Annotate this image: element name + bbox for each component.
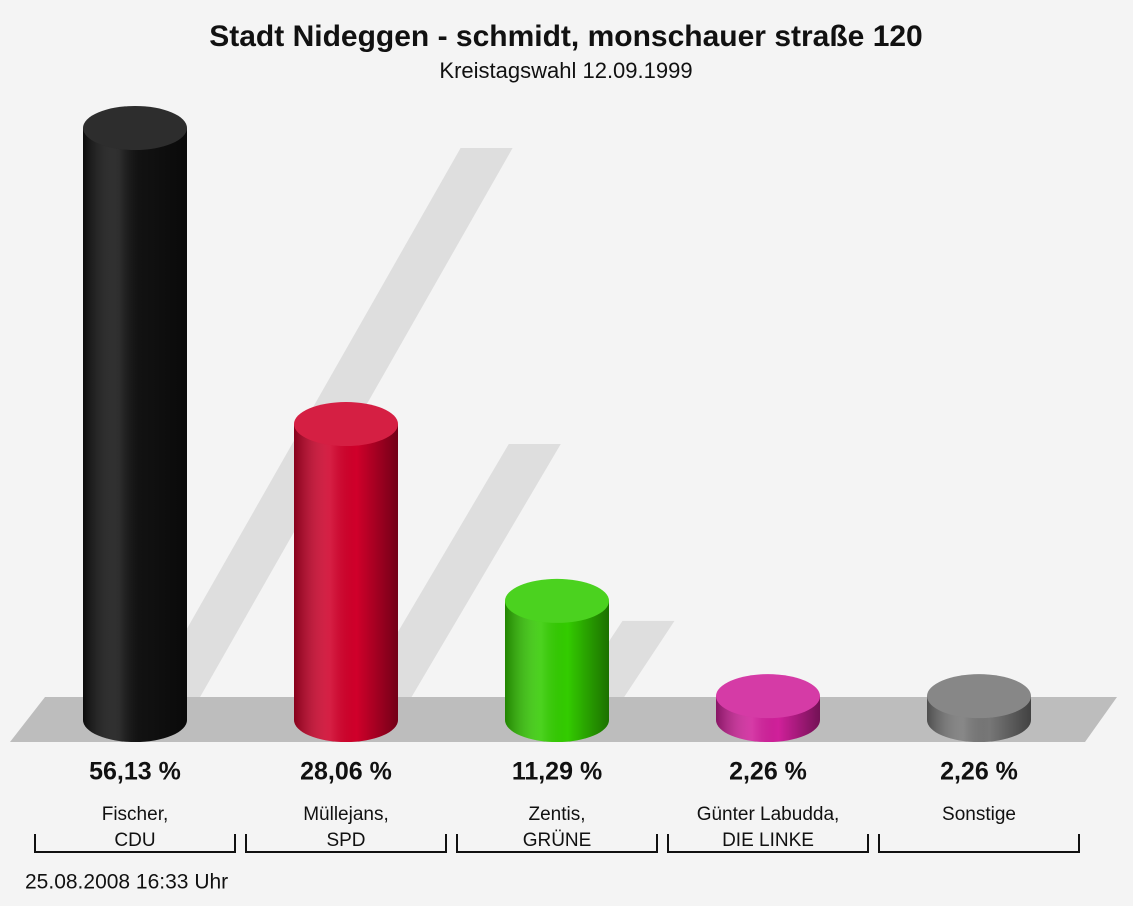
category-label: Zentis, [528, 804, 585, 825]
bar-top [294, 402, 398, 447]
bar-top-light [927, 674, 1031, 719]
category-bracket [34, 834, 236, 853]
bar-top-light [83, 106, 187, 150]
bar-top [505, 578, 609, 623]
category-bracket [245, 834, 447, 853]
bars [83, 106, 1031, 742]
category-bracket [667, 834, 869, 853]
bar-shade [294, 424, 398, 720]
category-label: DIE LINKE [722, 830, 814, 851]
bar-top [927, 674, 1031, 719]
bar-top [716, 674, 820, 719]
category-label: GRÜNE [523, 830, 592, 851]
category-label: CDU [114, 830, 155, 851]
footer: 25.08.2008 16:33 Uhr [25, 871, 228, 894]
value-label: 2,26 % [729, 758, 807, 786]
category-label: SPD [326, 830, 365, 851]
bar-top-light [716, 674, 820, 719]
value-label: 56,13 % [89, 758, 181, 786]
bar-shade [83, 128, 187, 720]
value-label: 2,26 % [940, 758, 1018, 786]
category-bracket [878, 834, 1080, 853]
category-label: Müllejans, [303, 804, 389, 825]
category-label: Fischer, [102, 804, 169, 825]
chart-title: Stadt Nideggen - schmidt, monschauer str… [209, 20, 923, 53]
bar-top-light [505, 578, 609, 623]
category-bracket [456, 834, 658, 853]
bar-shadow [346, 444, 561, 720]
bar-top [83, 106, 187, 150]
chart-subtitle: Kreistagswahl 12.09.1999 [439, 58, 692, 83]
value-label: 28,06 % [300, 758, 392, 786]
bar-top-light [294, 402, 398, 447]
category-label: Günter Labudda, [697, 804, 840, 825]
value-label: 11,29 % [512, 758, 602, 786]
category-label: Sonstige [942, 804, 1016, 825]
